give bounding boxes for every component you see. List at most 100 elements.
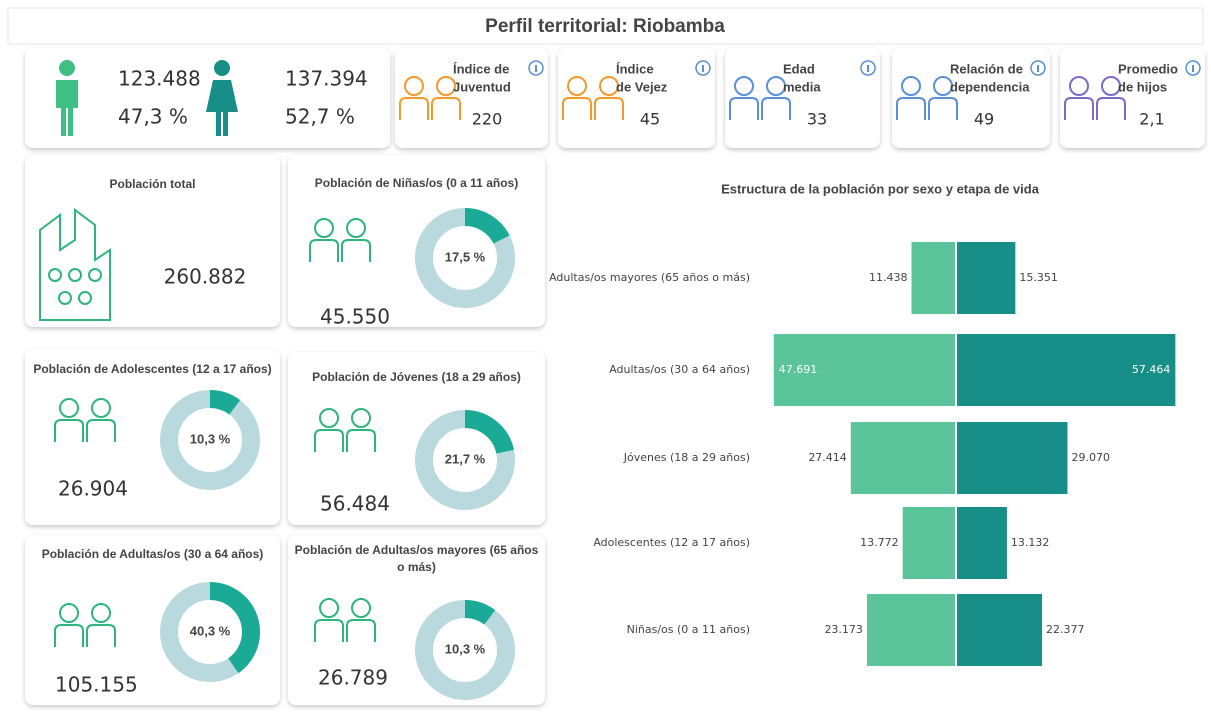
value-label: 11.438: [869, 271, 908, 284]
card-title: Población de Adultas/os mayores (65 años: [295, 543, 539, 557]
icon: [86, 398, 116, 442]
card: [288, 352, 545, 525]
icon-body: [314, 429, 344, 452]
icon: [39, 208, 111, 321]
value-label: 57.464: [1132, 363, 1171, 376]
icon-head: [314, 218, 334, 238]
icon-body: [309, 239, 339, 262]
icon: [54, 398, 84, 442]
icon-body: [1096, 97, 1126, 120]
icon-body: [346, 429, 376, 452]
bar: [957, 507, 1007, 579]
donut-arc: [160, 390, 260, 490]
indicator-label: de Vejez: [616, 79, 668, 94]
icon-body: [928, 97, 958, 120]
icon-body: [86, 624, 116, 647]
indicator-value: 33: [807, 110, 827, 129]
icon-head: [91, 603, 111, 623]
bar: [957, 594, 1043, 666]
bar: [773, 334, 955, 406]
icon-head: [48, 268, 62, 282]
icon-head: [59, 603, 79, 623]
donut-arc: [415, 600, 515, 700]
value-label: 29.070: [1071, 451, 1110, 464]
card-count: 26.789: [318, 666, 388, 690]
icon-body: [562, 97, 592, 120]
indicator-label: Juventud: [453, 79, 511, 94]
indicator-label: Índice de: [453, 61, 509, 76]
card-title: Población de Adolescentes (12 a 17 años): [33, 362, 271, 376]
bar: [957, 334, 1176, 406]
icon: [431, 76, 461, 120]
indicator-label: de hijos: [1118, 79, 1167, 94]
icon-body: [206, 80, 238, 136]
icon-body: [86, 419, 116, 442]
icon: [86, 603, 116, 647]
icon: [341, 218, 371, 262]
icon: [761, 76, 791, 120]
card: [1060, 48, 1205, 148]
value-label: 47.691: [779, 363, 818, 376]
donut-label: 10,3 %: [445, 641, 486, 656]
sex-share: 47,3 %: [118, 105, 188, 129]
icon-body: [341, 239, 371, 262]
category-label: Jóvenes (18 a 29 años): [623, 451, 750, 464]
icon-head: [78, 291, 92, 305]
card: [395, 48, 548, 148]
indicator-value: 49: [974, 110, 994, 129]
icon: [346, 408, 376, 452]
icon-head: [59, 398, 79, 418]
category-label: Adolescentes (12 a 17 años): [593, 536, 750, 549]
value-label: 15.351: [1019, 271, 1057, 284]
donut-arc: [415, 410, 515, 510]
icon-body: [54, 624, 84, 647]
icon-head: [436, 76, 456, 96]
card-count: 45.550: [320, 305, 390, 329]
card: [288, 155, 545, 327]
donut-arc: [415, 208, 515, 308]
icon-body: [761, 97, 791, 120]
bar: [866, 594, 955, 666]
icon-body: [54, 419, 84, 442]
value-label: 13.132: [1011, 536, 1050, 549]
card: [558, 48, 715, 148]
icon-head: [901, 76, 921, 96]
card: [892, 48, 1050, 148]
icon-head: [567, 76, 587, 96]
icon-head: [933, 76, 953, 96]
card-count: 26.904: [58, 477, 128, 501]
icon-head: [599, 76, 619, 96]
card: [25, 48, 390, 148]
icon-head: [319, 598, 339, 618]
category-label: Adultas/os mayores (65 años o más): [549, 271, 750, 284]
indicator-value: 45: [640, 110, 660, 129]
icon-head: [404, 76, 424, 96]
card: [25, 155, 280, 327]
icon: [346, 598, 376, 642]
card-title: Población de Niñas/os (0 a 11 años): [315, 176, 518, 190]
icon: [594, 76, 624, 120]
card-title: Población de Jóvenes (18 a 29 años): [312, 370, 521, 384]
indicator-label: media: [783, 79, 821, 94]
donut-arc: [160, 582, 260, 682]
card-title: Población de Adultas/os (30 a 64 años): [42, 547, 264, 561]
icon-head: [1069, 76, 1089, 96]
card-count: 260.882: [164, 265, 247, 289]
icon-head: [88, 268, 102, 282]
value-label: 27.414: [808, 451, 847, 464]
icon-head: [351, 598, 371, 618]
value-label: 13.772: [860, 536, 899, 549]
card: [25, 535, 280, 705]
sex-count: 123.488: [118, 67, 201, 91]
card-count: 105.155: [55, 673, 138, 697]
icon: [896, 76, 926, 120]
donut-label: 40,3 %: [190, 623, 231, 638]
icon-head: [91, 398, 111, 418]
bar: [957, 242, 1016, 314]
icon-body: [314, 619, 344, 642]
donut-label: 21,7 %: [445, 451, 486, 466]
chart-title: Estructura de la población por sexo y et…: [721, 181, 1040, 196]
icon-head: [319, 408, 339, 428]
indicator-label: dependencia: [950, 79, 1030, 94]
bar: [902, 507, 955, 579]
